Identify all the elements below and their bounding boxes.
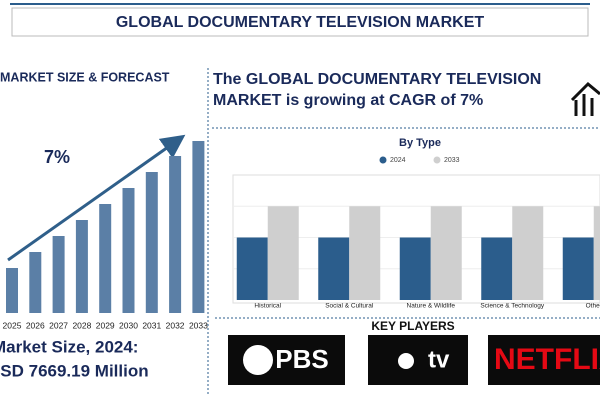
legend-swatch xyxy=(379,156,387,164)
x-tick-label: 2028 xyxy=(72,320,91,330)
logo-text: NETFLIX xyxy=(494,343,600,376)
bar xyxy=(481,237,513,300)
bar xyxy=(318,237,350,300)
bar xyxy=(75,220,88,313)
bar xyxy=(267,206,299,300)
x-tick-label: 2031 xyxy=(142,320,161,330)
plot-frame xyxy=(232,174,600,304)
x-tick-label: 2030 xyxy=(119,320,138,330)
bar xyxy=(122,188,135,313)
legend-label: 2033 xyxy=(444,157,460,164)
headline: The GLOBAL DOCUMENTARY TELEVISION xyxy=(213,71,541,88)
x-tick-label: 2027 xyxy=(49,320,68,330)
x-tick-label: Historical xyxy=(254,303,281,310)
x-tick-label: 2025 xyxy=(3,320,22,330)
market-size-label: Market Size, 2024: xyxy=(0,337,138,356)
x-tick-label: 2033 xyxy=(189,320,208,330)
legend-label: 2024 xyxy=(390,157,406,164)
headline: MARKET is growing at CAGR of 7% xyxy=(213,92,483,109)
bar xyxy=(512,206,544,300)
bar xyxy=(29,252,42,313)
trend-arrow xyxy=(7,134,186,262)
bar xyxy=(236,237,268,300)
x-tick-label: Other xyxy=(586,303,600,310)
bar xyxy=(562,237,594,300)
logo-box xyxy=(488,335,600,385)
header-box xyxy=(11,7,589,37)
bar xyxy=(99,204,112,313)
x-tick-label: Science & Technology xyxy=(480,303,545,310)
x-tick-label: 2026 xyxy=(26,320,45,330)
logo-text: tv xyxy=(428,346,450,373)
logo-box xyxy=(368,335,468,385)
bar xyxy=(192,141,205,313)
bar xyxy=(145,172,158,313)
key-players-title: KEY PLAYERS xyxy=(371,319,454,333)
bar xyxy=(349,206,381,300)
cagr-annotation: 7% xyxy=(44,147,70,167)
left-chart-title: MARKET SIZE & FORECAST xyxy=(0,70,170,84)
x-tick-label: Nature & Wildlife xyxy=(407,303,456,310)
bar xyxy=(593,206,600,300)
right-chart-title: By Type xyxy=(399,137,441,149)
pbs-emblem xyxy=(243,345,273,375)
bar xyxy=(52,236,65,313)
bar xyxy=(430,206,462,300)
market-size-value: USD 7669.19 Million xyxy=(0,361,149,380)
page-title: GLOBAL DOCUMENTARY TELEVISION MARKET xyxy=(116,14,485,31)
apple-emblem xyxy=(398,353,414,369)
growth-icon xyxy=(570,81,600,116)
bar xyxy=(6,268,18,313)
x-tick-label: Social & Cultural xyxy=(325,303,374,310)
x-tick-label: 2032 xyxy=(166,320,185,330)
logo-text: PBS xyxy=(275,344,328,374)
x-tick-label: 2029 xyxy=(96,320,115,330)
legend-swatch xyxy=(433,156,441,164)
bar xyxy=(399,237,431,300)
bar xyxy=(169,156,182,313)
